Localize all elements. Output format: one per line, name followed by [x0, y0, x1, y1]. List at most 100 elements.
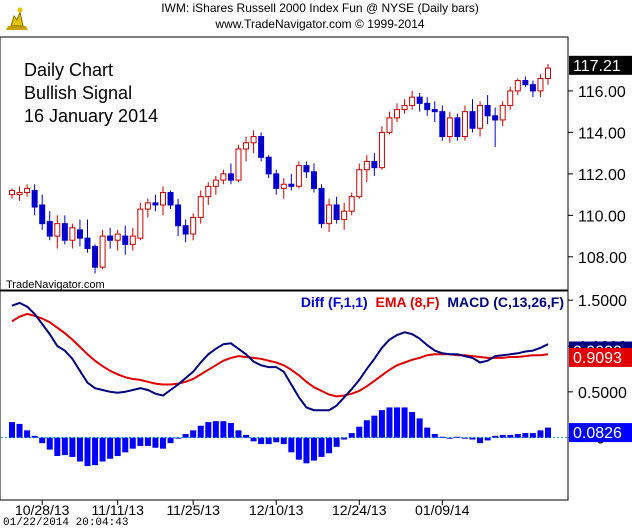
histogram-bar	[431, 434, 438, 438]
histogram-bar	[122, 437, 129, 453]
histogram-bar	[258, 437, 265, 445]
histogram-bar	[461, 437, 468, 439]
candle	[24, 187, 31, 194]
histogram-bar	[16, 423, 23, 438]
candle	[190, 216, 197, 235]
candle	[348, 196, 355, 212]
candle	[258, 136, 265, 158]
histogram-bar	[265, 437, 272, 445]
candle	[424, 102, 431, 111]
candle	[265, 156, 272, 175]
histogram-bar	[280, 437, 287, 445]
histogram-bar	[84, 437, 91, 467]
legend-ema: EMA (8,F)	[375, 294, 440, 310]
macd-panel-frame	[0, 290, 569, 501]
histogram-bar	[107, 437, 114, 459]
histogram-bar	[144, 437, 151, 446]
histogram-bar	[39, 437, 46, 444]
histogram-bar	[152, 437, 159, 448]
price-panel-frame	[0, 36, 569, 291]
histogram-bar	[235, 430, 242, 438]
candle	[122, 235, 129, 245]
histogram-bar	[190, 430, 197, 438]
histogram-bar	[197, 425, 204, 438]
x-tick-label: 11/11/13	[91, 502, 144, 518]
x-tick-label: 01/09/14	[415, 502, 470, 518]
histogram-bar	[227, 423, 234, 438]
price-tick-label: 110.00	[578, 208, 626, 225]
macd-series	[9, 301, 551, 467]
candle	[454, 117, 461, 138]
histogram-bar	[273, 437, 280, 443]
histogram-bar	[341, 437, 348, 440]
candle	[310, 171, 317, 189]
candle	[99, 235, 106, 268]
candle	[54, 223, 61, 237]
histogram-bar	[477, 437, 484, 444]
histogram-bar	[454, 436, 461, 438]
candle	[205, 185, 212, 198]
histogram-bar	[205, 422, 212, 438]
histogram-bar	[303, 437, 310, 464]
candle	[31, 189, 38, 208]
histogram-bar	[333, 437, 340, 447]
watermark: TradeNavigator.com	[6, 279, 105, 291]
candle	[76, 229, 83, 239]
price-tick-label: 116.00	[578, 84, 626, 101]
histogram-bar	[499, 434, 506, 438]
histogram-bar	[182, 434, 189, 438]
histogram-bar	[92, 437, 99, 466]
histogram-bar	[446, 437, 453, 439]
histogram-bar	[416, 418, 423, 438]
histogram-bar	[371, 415, 378, 438]
histogram-bar	[129, 437, 136, 449]
histogram-bar	[212, 421, 219, 438]
histogram-bar	[424, 427, 431, 438]
histogram-bar	[507, 434, 514, 438]
candle	[235, 148, 242, 181]
candle	[499, 104, 506, 121]
candle	[529, 84, 536, 92]
last-price-label-box	[569, 55, 632, 75]
candle	[137, 208, 144, 239]
last-hist-label: 0.0826	[573, 425, 622, 442]
last-ema-label: 0.9093	[573, 350, 622, 367]
histogram-bar	[529, 433, 536, 438]
histogram-bar	[522, 433, 529, 438]
histogram-bar	[310, 437, 317, 461]
histogram-bar	[514, 434, 521, 438]
histogram-bar	[363, 420, 370, 438]
candle	[431, 109, 438, 113]
histogram-bar	[288, 437, 295, 453]
x-tick-label: 12/24/13	[332, 502, 387, 518]
candle	[363, 160, 370, 171]
candle	[507, 90, 514, 106]
candle	[477, 104, 484, 129]
histogram-bar	[220, 421, 227, 438]
histogram-bar	[137, 437, 144, 446]
candle	[537, 77, 544, 92]
candle	[484, 104, 491, 117]
histogram-bar	[386, 407, 393, 438]
price-tick-label: 108.00	[578, 250, 627, 267]
last-ema-label-box	[569, 347, 632, 367]
timestamp: 01/22/2014 20:04:43	[3, 517, 129, 529]
candle	[461, 111, 468, 138]
candle	[182, 225, 189, 235]
macd-legend: Diff (F,1,1) EMA (8,F) MACD (C,13,26,F)	[254, 294, 564, 310]
candle	[341, 210, 348, 220]
chart-title: IWM: iShares Russell 2000 Index Fun @ NY…	[161, 1, 479, 15]
price-tick-label: 114.00	[578, 125, 626, 142]
histogram-bar	[394, 407, 401, 438]
candle	[401, 104, 408, 111]
histogram-bar	[46, 437, 53, 450]
diff-line	[11, 301, 549, 412]
histogram-bar	[24, 430, 31, 438]
histogram-bar	[243, 434, 250, 438]
macd-tick-label: 1.5000	[578, 293, 627, 310]
candle	[107, 235, 114, 241]
x-axis: 10/28/13 11/11/13 11/25/13 12/10/13 12/24/13…	[15, 500, 470, 518]
histogram-bar	[409, 412, 416, 438]
